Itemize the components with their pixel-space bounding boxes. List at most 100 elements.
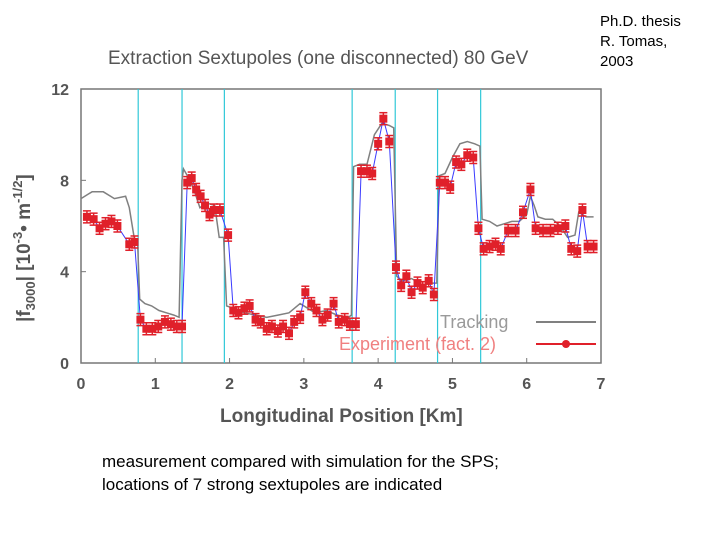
caption-line-1: measurement compared with simulation for…: [102, 452, 499, 471]
experiment-point: [101, 219, 110, 228]
experiment-point: [578, 206, 587, 215]
citation-line-2: R. Tomas,: [600, 33, 668, 50]
y-tick-label: 4: [60, 265, 69, 282]
experiment-point: [256, 317, 265, 326]
experiment-point: [469, 153, 478, 162]
y-label-sub: 3000: [23, 281, 38, 310]
experiment-point: [229, 306, 238, 315]
experiment-point: [546, 226, 555, 235]
experiment-point: [479, 244, 488, 253]
experiment-point: [95, 224, 104, 233]
experiment-point: [136, 315, 145, 324]
experiment-point: [340, 315, 349, 324]
experiment-point: [526, 185, 535, 194]
experiment-point: [142, 324, 151, 333]
experiment-point: [429, 290, 438, 299]
experiment-point: [402, 272, 411, 281]
experiment-point: [424, 276, 433, 285]
experiment-point: [435, 178, 444, 187]
experiment-point: [357, 167, 366, 176]
experiment-point: [82, 212, 91, 221]
experiment-point: [234, 308, 243, 317]
citation: Ph.D. thesis R. Tomas, 2003: [600, 12, 681, 72]
citation-line-1: Ph.D. thesis: [600, 13, 681, 30]
x-tick-label: 3: [299, 376, 308, 393]
plot-frame: [80, 88, 602, 364]
experiment-point: [407, 288, 416, 297]
experiment-point: [301, 288, 310, 297]
experiment-point: [187, 174, 196, 183]
y-tick-label: 12: [51, 82, 69, 99]
legend-tracking-label: Tracking: [440, 312, 508, 332]
experiment-point: [279, 322, 288, 331]
experiment-series: [82, 111, 598, 341]
chart: Extraction Sextupoles (one disconnected)…: [10, 48, 606, 427]
experiment-point: [224, 231, 233, 240]
experiment-point: [172, 322, 181, 331]
experiment-point: [351, 320, 360, 329]
y-label-end: ]: [14, 174, 35, 180]
experiment-point: [379, 114, 388, 123]
experiment-point: [583, 242, 592, 251]
experiment-point: [573, 247, 582, 256]
experiment-point: [89, 215, 98, 224]
experiment-point: [251, 315, 260, 324]
y-label-sup2: -1/2: [10, 181, 25, 203]
experiment-point: [589, 242, 598, 251]
experiment-point: [323, 311, 332, 320]
experiment-point: [209, 206, 218, 215]
experiment-point: [107, 217, 116, 226]
experiment-point: [561, 222, 570, 230]
experiment-point: [496, 244, 505, 253]
plot-border: [80, 88, 602, 364]
citation-line-3: 2003: [600, 53, 634, 70]
experiment-point: [192, 185, 201, 194]
experiment-point: [511, 226, 520, 235]
experiment-point: [485, 242, 494, 251]
chart-title: Extraction Sextupoles (one disconnected)…: [108, 48, 529, 69]
caption: measurement compared with simulation for…: [102, 450, 499, 496]
experiment-point: [391, 263, 400, 272]
experiment-point: [491, 240, 500, 249]
x-tick-label: 5: [448, 376, 457, 393]
experiment-point: [215, 206, 224, 215]
experiment-point: [154, 322, 163, 331]
experiment-point: [567, 244, 576, 253]
experiment-point: [113, 222, 122, 230]
experiment-point: [446, 183, 455, 192]
sextupole-lines: [137, 89, 482, 363]
experiment-point: [125, 240, 134, 249]
tracking-line: [80, 122, 594, 319]
y-tick-label: 0: [60, 356, 69, 373]
experiment-point: [290, 317, 299, 326]
experiment-point: [539, 226, 548, 235]
experiment-point: [262, 324, 271, 333]
y-axis-ticks: 0 4 8 12: [51, 82, 86, 373]
experiment-point: [130, 237, 139, 246]
legend-experiment-marker: [562, 340, 570, 348]
experiment-point: [183, 178, 192, 187]
x-tick-label: 2: [225, 376, 234, 393]
legend-experiment-label: Experiment (fact. 2): [339, 334, 496, 354]
experiment-point: [368, 169, 377, 178]
caption-line-2: locations of 7 strong sextupoles are ind…: [102, 475, 443, 494]
experiment-point: [196, 192, 205, 201]
experiment-point: [329, 299, 338, 308]
experiment-point: [374, 139, 383, 148]
x-axis-ticks: 0 1 2 3 4 5 6 7: [77, 358, 606, 393]
experiment-point: [463, 151, 472, 160]
experiment-point: [385, 137, 394, 146]
experiment-point: [307, 299, 316, 308]
y-label-main: |f: [14, 310, 35, 322]
experiment-point: [474, 224, 483, 233]
svg-text:|f3000| [10-3• m-1/2]: |f3000| [10-3• m-1/2]: [10, 174, 38, 322]
experiment-point: [285, 329, 293, 338]
experiment-point: [519, 208, 527, 217]
experiment-point: [363, 167, 371, 176]
x-tick-label: 0: [77, 376, 86, 393]
experiment-point: [267, 322, 276, 331]
legend: Tracking Experiment (fact. 2): [339, 312, 596, 354]
experiment-point: [553, 224, 562, 233]
experiment-point: [504, 226, 513, 235]
experiment-point: [201, 201, 210, 210]
